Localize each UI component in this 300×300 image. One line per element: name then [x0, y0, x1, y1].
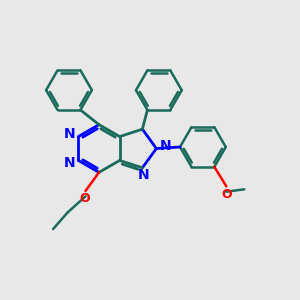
Text: O: O: [222, 188, 232, 201]
Text: N: N: [138, 168, 150, 182]
Text: N: N: [64, 156, 75, 170]
Text: N: N: [64, 127, 75, 141]
Text: O: O: [80, 192, 90, 205]
Text: N: N: [160, 139, 171, 152]
